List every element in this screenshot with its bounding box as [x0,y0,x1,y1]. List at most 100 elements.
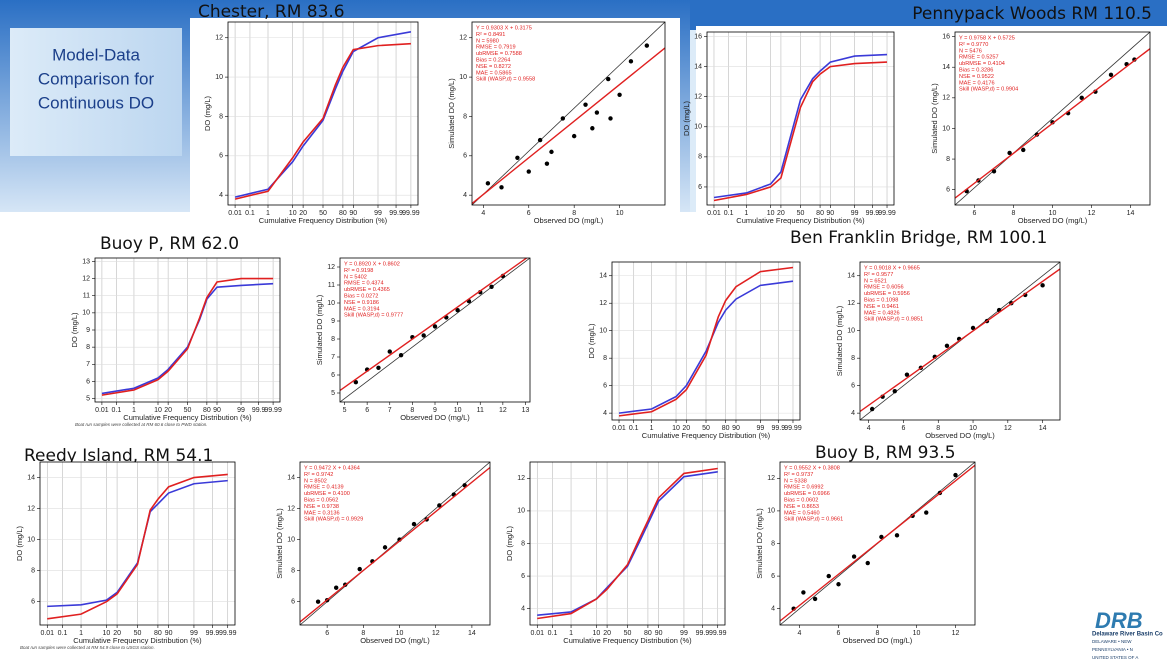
plot-frame [529,461,726,626]
y-tick-label: 14 [847,273,855,280]
y-tick-label: 8 [463,113,467,120]
slide-title: Comparison for [38,69,155,88]
x-tick-label: 9 [433,407,437,414]
logo-text: Delaware River Basin Co [1092,632,1163,638]
scatter-point [489,284,494,289]
y-tick-label: 8 [946,156,950,163]
plot-frame [94,257,281,403]
x-axis-label: Observed DO (mg/L) [1018,216,1088,225]
stat-text: Bias = 0.1098 [864,297,898,303]
scatter-point [376,365,381,370]
y-tick-label: 6 [946,187,950,194]
x-tick-label: 20 [164,407,172,414]
y-tick-label: 8 [86,344,90,351]
stat-text: MAE = 0.3136 [304,510,340,516]
y-tick-label: 12 [767,475,775,482]
x-tick-label: 0.1 [629,425,639,432]
y-tick-label: 4 [603,410,607,417]
y-tick-label: 11 [83,293,90,300]
x-tick-label: 14 [1039,425,1047,432]
x-axis-label: Cumulative Frequency Distribution (%) [123,413,252,422]
y-tick-label: 8 [219,113,223,120]
x-tick-label: 0.01 [228,210,242,217]
y-tick-label: 7 [86,361,90,368]
stat-text: R² = 0.9577 [864,272,893,278]
plot-frame [471,21,666,206]
scatter-point [944,343,950,349]
stat-text: Y = 0.9758 X + 0.5725 [959,35,1015,41]
scatter-point [826,573,831,579]
x-tick-label: 20 [299,210,307,217]
y-tick-label: 10 [287,536,295,543]
x-tick-label: 10 [672,425,680,432]
x-tick-label: 6 [837,630,841,637]
x-tick-label: 99 [851,210,859,217]
x-tick-label: 1 [569,630,573,637]
scatter-point [357,566,362,572]
scatter-point [353,380,359,385]
x-tick-label: 99 [237,407,245,414]
x-tick-label: 14 [1127,210,1135,217]
scatter-point [1007,150,1012,156]
logo-text: DELAWARE • NEW [1092,639,1132,644]
scatter-point [421,333,426,338]
x-tick-label: 99 [190,630,198,637]
x-tick-label: 11 [477,407,484,414]
stat-text: N = 5402 [344,274,367,280]
y-tick-label: 10 [942,125,950,132]
x-tick-label: 10 [289,210,297,217]
x-tick-label: 99 [374,210,382,217]
fit-line [472,47,665,205]
stat-text: Y = 0.9472 X + 0.4364 [304,465,360,471]
x-tick-label: 1 [744,210,748,217]
y-tick-label: 12 [82,275,90,282]
x-tick-label: 50 [624,630,632,637]
x-tick-label: 90 [349,210,357,217]
x-tick-label: 99.99 [264,407,282,414]
x-tick-label: 80 [816,210,824,217]
footnote: Boat run samples were collected at RM 54… [20,645,155,650]
chart: 0.01 0.1 1 10 20 50 80 90 99 99.9 99.994681012Cumu… [203,21,420,225]
y-tick-label: 12 [694,94,702,101]
scatter-point [904,372,910,377]
y-tick-label: 5 [331,390,335,397]
scatter-point [499,185,504,190]
stat-text: ubRMSE = 0.7588 [476,51,522,57]
stat-text: RMSE = 0.5257 [959,55,999,61]
cfd-line [713,61,888,202]
x-tick-label: 7 [388,407,392,414]
scatter-point [606,76,611,82]
y-tick-label: 10 [847,328,855,335]
y-tick-label: 6 [331,372,335,379]
station-label: Chester, RM 83.6 [198,2,345,22]
x-tick-label: 12 [1004,425,1012,432]
slide-title: Continuous DO [38,93,154,112]
x-tick-label: 99.99 [878,210,896,217]
y-axis-label: DO (mg/L) [70,312,79,348]
scatter-point [455,308,460,313]
scatter-point [398,353,404,358]
y-tick-label: 4 [851,410,855,417]
x-tick-label: 0.01 [612,425,626,432]
logo-text: UNITED STATES OF A [1092,655,1138,660]
scatter-point [879,534,884,540]
y-tick-label: 6 [31,599,35,606]
cfd-line [47,473,228,620]
stat-text: MAE = 0.5460 [784,510,820,516]
x-tick-label: 12 [952,630,960,637]
x-tick-label: 1 [79,630,83,637]
y-tick-label: 8 [291,568,295,575]
y-tick-label: 14 [27,474,35,481]
plot-frame [706,31,895,206]
stat-text: Skill (WASP,d) = 0.9661 [784,517,843,523]
scatter-point [836,582,841,587]
scatter-point [1021,147,1026,153]
stat-text: MAE = 0.4176 [959,80,995,86]
y-tick-label: 10 [82,310,90,317]
x-axis-label: Cumulative Frequency Distribution (%) [563,636,692,645]
y-tick-label: 8 [603,355,607,362]
stat-text: RMSE = 0.7919 [476,45,516,51]
scatter-point [865,560,870,566]
y-tick-label: 14 [942,64,950,71]
scatter-point [1079,95,1084,101]
